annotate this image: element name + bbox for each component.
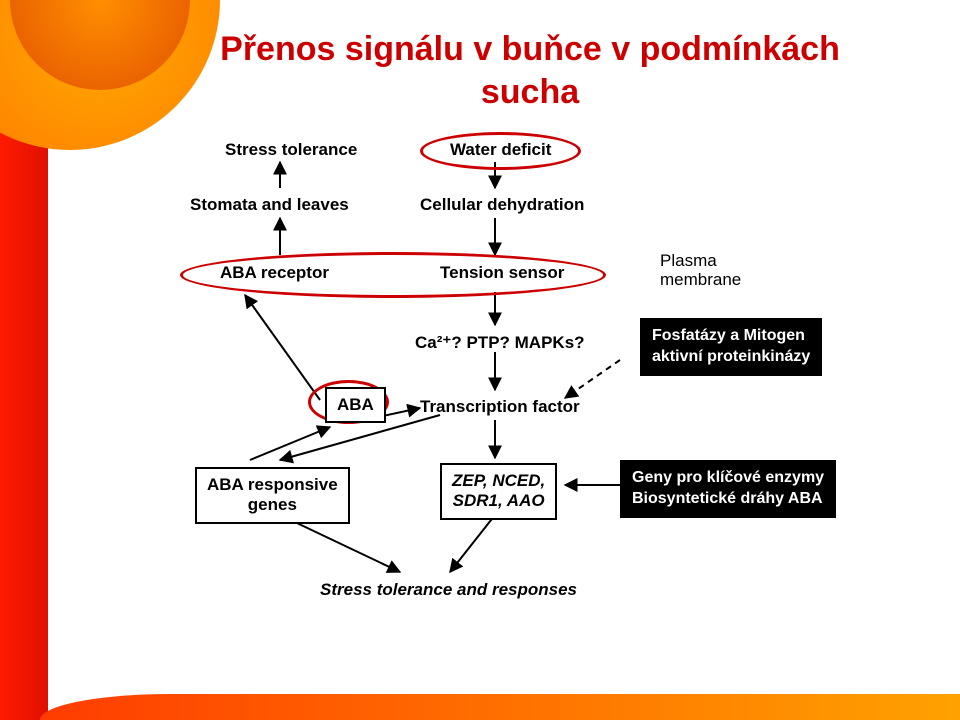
- diagram: Stress tolerance Water deficit Stomata a…: [120, 140, 910, 680]
- node-cellular-dehydration: Cellular dehydration: [420, 195, 584, 215]
- node-aba-box: ABA: [325, 387, 386, 423]
- slide-title: Přenos signálu v buňce v podmínkách such…: [140, 28, 920, 113]
- node-plasma-membrane: Plasmamembrane: [660, 252, 741, 289]
- node-geny-box: Geny pro klíčové enzymyBiosyntetické drá…: [620, 460, 836, 518]
- node-zep-box: ZEP, NCED,SDR1, AAO: [440, 463, 557, 520]
- node-fosfatazy-box: Fosfatázy a Mitogenaktivní proteinkinázy: [640, 318, 822, 376]
- node-aba-responsive-genes: ABA responsivegenes: [195, 467, 350, 524]
- title-line-1: Přenos signálu v buňce v podmínkách: [140, 28, 920, 71]
- node-stomata: Stomata and leaves: [190, 195, 349, 215]
- node-tension-sensor: Tension sensor: [440, 263, 564, 283]
- node-stress-tolerance: Stress tolerance: [225, 140, 357, 160]
- decor-bottom-curve: [40, 694, 960, 720]
- node-stress-tolerance-responses: Stress tolerance and responses: [320, 580, 577, 600]
- node-transcription-factor: Transcription factor: [420, 397, 580, 417]
- node-aba-receptor: ABA receptor: [220, 263, 329, 283]
- node-water-deficit: Water deficit: [450, 140, 551, 160]
- title-line-2: sucha: [140, 71, 920, 114]
- slide-root: GENETIKA ROSTLIN Přenos signálu v buňce …: [0, 0, 960, 720]
- red-stripe: [0, 0, 48, 720]
- node-ca-ptp-mapk: Ca²⁺? PTP? MAPKs?: [415, 333, 585, 353]
- sidebar-vertical-text: GENETIKA ROSTLIN: [0, 316, 2, 704]
